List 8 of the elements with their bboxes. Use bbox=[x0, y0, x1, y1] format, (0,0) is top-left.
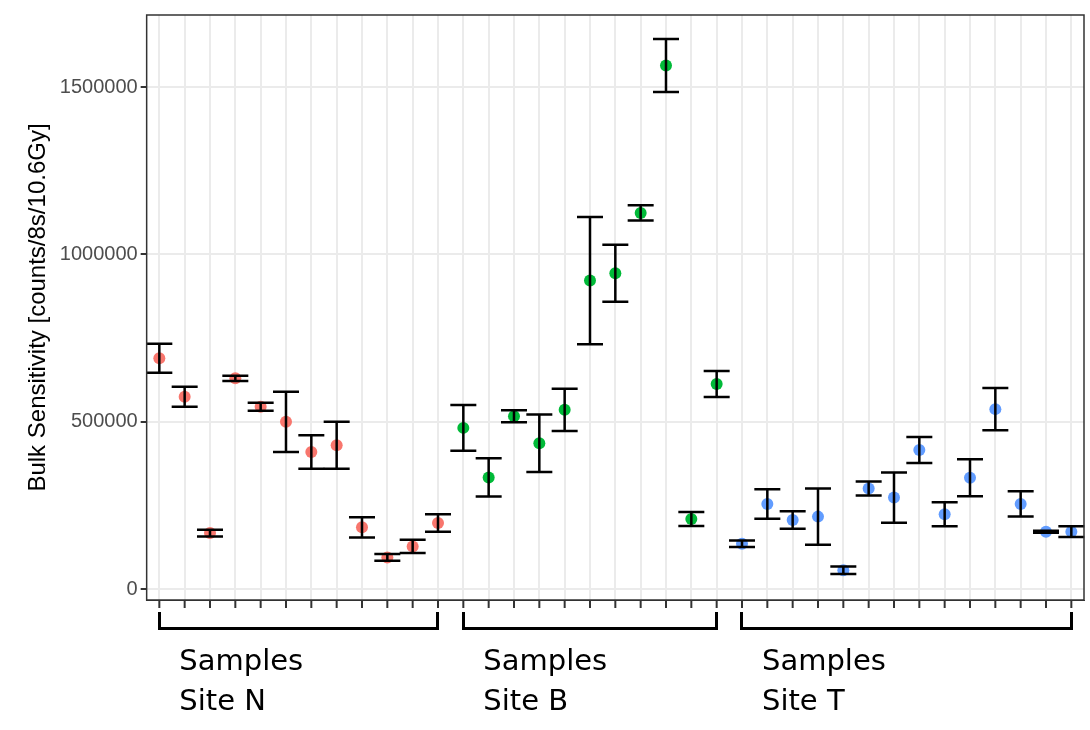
text: Samples Site B bbox=[483, 642, 608, 719]
text: Samples Site N bbox=[179, 642, 304, 719]
y-axis-title: Bulk Sensitivity [counts/8s/10.6Gy] bbox=[23, 123, 51, 492]
y-tick-label: 0 bbox=[126, 576, 138, 599]
text: Samples Site T bbox=[761, 642, 886, 719]
y-tick-label: 1500000 bbox=[59, 74, 138, 97]
y-tick-label: 500000 bbox=[70, 409, 138, 432]
y-tick-label: 1000000 bbox=[59, 241, 138, 264]
